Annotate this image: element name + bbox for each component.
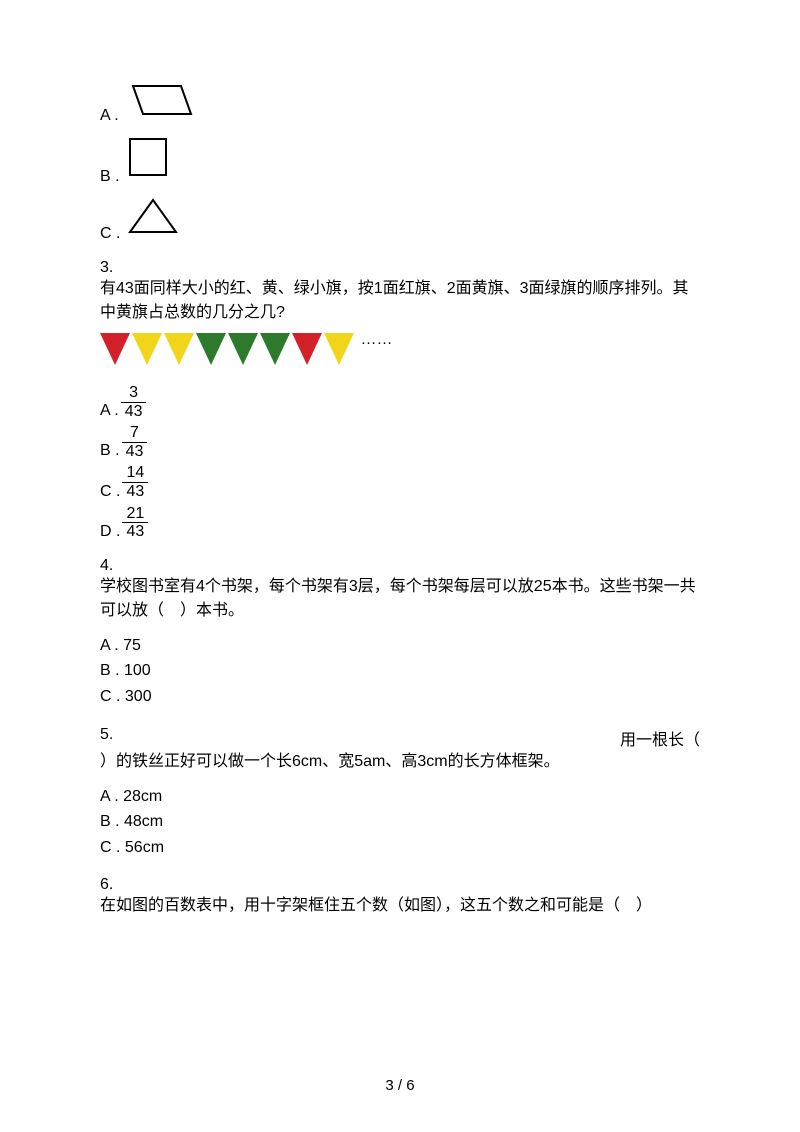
q4-option-a: A . 75 [100, 633, 700, 659]
fraction-denominator: 43 [122, 483, 148, 501]
q3-option-a: A . 3 43 [100, 384, 700, 420]
page: A . B . C . 3. 有43面同样大小 [0, 0, 800, 1132]
q5-option-a: A . 28cm [100, 784, 700, 810]
fraction-denominator: 43 [122, 443, 148, 461]
square-icon [124, 133, 174, 186]
flag-icon [100, 333, 130, 365]
fraction-numerator: 7 [122, 424, 148, 443]
q6-number: 6. [100, 876, 700, 894]
q5-right-text: 用一根长（ [620, 726, 700, 750]
q3-text: 有43面同样大小的红、黄、绿小旗，按1面红旗、2面黄旗、3面绿旗的顺序排列。其中… [100, 277, 700, 325]
page-footer: 3 / 6 [0, 1077, 800, 1094]
q3-option-c: C . 14 43 [100, 464, 700, 500]
fraction-numerator: 14 [122, 464, 148, 483]
q4-text: 学校图书室有4个书架，每个书架有3层，每个书架每层可以放25本书。这些书架一共可… [100, 575, 700, 623]
fraction: 21 43 [122, 505, 148, 541]
option-label: D . [100, 523, 120, 541]
q5-line2: ）的铁丝正好可以做一个长6cm、宽5am、高3cm的长方体框架。 [100, 750, 700, 774]
flag-icon [164, 333, 194, 365]
option-label: B . [100, 168, 120, 186]
ellipsis: …… [360, 331, 392, 348]
fraction-numerator: 3 [121, 384, 147, 403]
flag-icon [132, 333, 162, 365]
fraction: 7 43 [122, 424, 148, 460]
q3-number: 3. [100, 259, 700, 277]
q4-number: 4. [100, 557, 700, 575]
q5-option-c: C . 56cm [100, 835, 700, 861]
option-b: B . [100, 133, 700, 186]
q6-text: 在如图的百数表中，用十字架框住五个数（如图），这五个数之和可能是（ ） [100, 894, 700, 918]
triangle-icon [124, 194, 182, 243]
q4-option-c: C . 300 [100, 684, 700, 710]
q3-flags-row: …… [100, 331, 700, 374]
q5-option-b: B . 48cm [100, 809, 700, 835]
q3-options: A . 3 43 B . 7 43 C . 14 43 D . 21 43 [100, 384, 700, 541]
flag-icon [292, 333, 322, 365]
fraction-denominator: 43 [121, 403, 147, 421]
shapes-options: A . B . C . [100, 80, 700, 243]
fraction: 3 43 [121, 384, 147, 420]
flag-icon [324, 333, 354, 365]
q5-line1: 5. 用一根长（ [100, 726, 700, 744]
q4-option-b: B . 100 [100, 658, 700, 684]
q5-options: A . 28cm B . 48cm C . 56cm [100, 784, 700, 861]
q4-options: A . 75 B . 100 C . 300 [100, 633, 700, 710]
q3-option-d: D . 21 43 [100, 505, 700, 541]
flag-icon [260, 333, 290, 365]
flag-icon [196, 333, 226, 365]
q3-option-b: B . 7 43 [100, 424, 700, 460]
parallelogram-icon [123, 80, 201, 125]
fraction-numerator: 21 [122, 505, 148, 524]
option-label: A . [100, 107, 119, 125]
flag-icon [228, 333, 258, 365]
fraction-denominator: 43 [122, 523, 148, 541]
option-a: A . [100, 80, 700, 125]
q5-number: 5. [100, 726, 113, 743]
option-c: C . [100, 194, 700, 243]
option-label: C . [100, 225, 120, 243]
option-label: A . [100, 402, 119, 420]
fraction: 14 43 [122, 464, 148, 500]
option-label: B . [100, 442, 120, 460]
option-label: C . [100, 483, 120, 501]
